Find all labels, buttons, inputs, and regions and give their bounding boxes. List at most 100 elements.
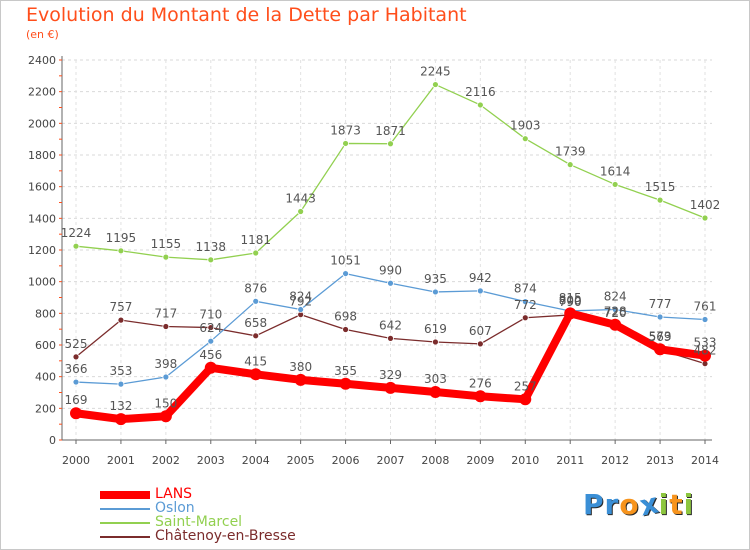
data-label: 353 — [109, 364, 132, 378]
data-label: 303 — [424, 372, 447, 386]
x-tick-label: 2013 — [646, 454, 674, 467]
data-label: 456 — [199, 348, 222, 362]
chart-subtitle: (en €) — [26, 28, 59, 41]
data-label: 329 — [379, 368, 402, 382]
y-tick-label: 400 — [35, 371, 56, 384]
x-tick-label: 2009 — [466, 454, 494, 467]
data-point — [70, 407, 82, 420]
y-tick-label: 1200 — [28, 244, 56, 257]
data-label: 772 — [514, 298, 537, 312]
data-label: 1155 — [151, 237, 182, 251]
data-label: 717 — [154, 306, 177, 320]
data-point — [521, 298, 529, 306]
data-point — [387, 279, 394, 287]
data-point — [521, 314, 529, 322]
data-label: 132 — [109, 399, 132, 413]
data-label: 573 — [649, 329, 672, 343]
data-point — [476, 101, 484, 109]
legend-swatch — [100, 491, 150, 499]
y-tick-label: 1600 — [28, 181, 56, 194]
data-label: 276 — [469, 376, 492, 390]
data-point — [114, 413, 127, 426]
x-tick-label: 2011 — [556, 454, 584, 467]
data-label: 824 — [289, 290, 312, 304]
data-point — [342, 326, 349, 333]
data-point — [701, 214, 709, 222]
data-point — [656, 196, 664, 204]
data-label: 720 — [604, 306, 627, 320]
data-label: 624 — [199, 321, 222, 335]
data-point — [207, 337, 215, 345]
data-label: 990 — [379, 263, 402, 277]
proxiti-logo: Proxiti — [583, 486, 695, 523]
x-tick-label: 2010 — [511, 454, 539, 467]
data-label: 728 — [604, 305, 627, 319]
data-point — [297, 306, 305, 313]
x-tick-label: 2014 — [691, 454, 719, 467]
data-point — [72, 353, 80, 361]
data-point — [204, 361, 217, 374]
x-tick-label: 2005 — [287, 454, 315, 467]
data-point — [474, 390, 487, 403]
data-point — [432, 338, 439, 346]
data-label: 642 — [379, 318, 402, 332]
data-label: 790 — [559, 295, 582, 309]
x-tick-label: 2007 — [377, 454, 405, 467]
data-label: 1903 — [510, 119, 541, 133]
data-label: 658 — [244, 316, 267, 330]
data-label: 710 — [199, 308, 222, 322]
data-label: 935 — [424, 272, 447, 286]
y-tick-label: 2000 — [28, 117, 56, 130]
legend-swatch — [100, 522, 150, 524]
data-point — [249, 368, 262, 381]
data-point — [384, 381, 397, 394]
data-label: 777 — [649, 297, 672, 311]
data-label: 1138 — [196, 240, 227, 254]
data-point — [476, 340, 484, 348]
data-label: 1224 — [61, 226, 92, 240]
data-point — [162, 373, 170, 381]
legend-label: Oslon — [155, 500, 195, 516]
data-label: 257 — [514, 379, 537, 393]
data-point — [342, 140, 349, 147]
legend-label: Châtenoy-en-Bresse — [155, 528, 296, 544]
y-tick-label: 2200 — [28, 86, 56, 99]
data-label: 874 — [514, 282, 537, 296]
data-label: 150 — [154, 396, 177, 410]
data-point — [656, 313, 664, 321]
data-label: 1614 — [600, 164, 631, 178]
data-label: 482 — [694, 344, 717, 358]
data-point — [117, 380, 125, 388]
data-point — [611, 181, 619, 188]
x-tick-label: 2006 — [332, 454, 360, 467]
data-point — [252, 332, 260, 340]
data-label: 169 — [65, 393, 88, 407]
data-label: 1515 — [645, 180, 676, 194]
data-label: 398 — [154, 357, 177, 371]
data-label: 1871 — [375, 124, 406, 138]
data-point — [476, 287, 484, 295]
data-point — [564, 307, 577, 320]
legend-label: Saint-Marcel — [155, 514, 243, 530]
data-label: 824 — [604, 290, 627, 304]
data-label: 569 — [649, 330, 672, 344]
legend-swatch — [100, 508, 150, 510]
data-label: 792 — [289, 295, 312, 309]
data-label: 366 — [65, 362, 88, 376]
data-point — [72, 378, 80, 386]
data-point — [339, 377, 352, 390]
y-tick-label: 2400 — [28, 54, 56, 67]
data-label: 415 — [244, 354, 267, 368]
data-label: 380 — [289, 360, 312, 374]
data-point — [699, 349, 711, 362]
data-label: 607 — [469, 324, 492, 338]
data-point — [162, 323, 170, 330]
data-point — [159, 410, 172, 423]
data-point — [609, 318, 622, 331]
data-point — [297, 208, 305, 215]
y-tick-label: 0 — [49, 434, 56, 447]
data-point — [521, 135, 529, 143]
y-tick-label: 600 — [35, 339, 56, 352]
chart-title: Evolution du Montant de la Dette par Hab… — [26, 4, 467, 26]
